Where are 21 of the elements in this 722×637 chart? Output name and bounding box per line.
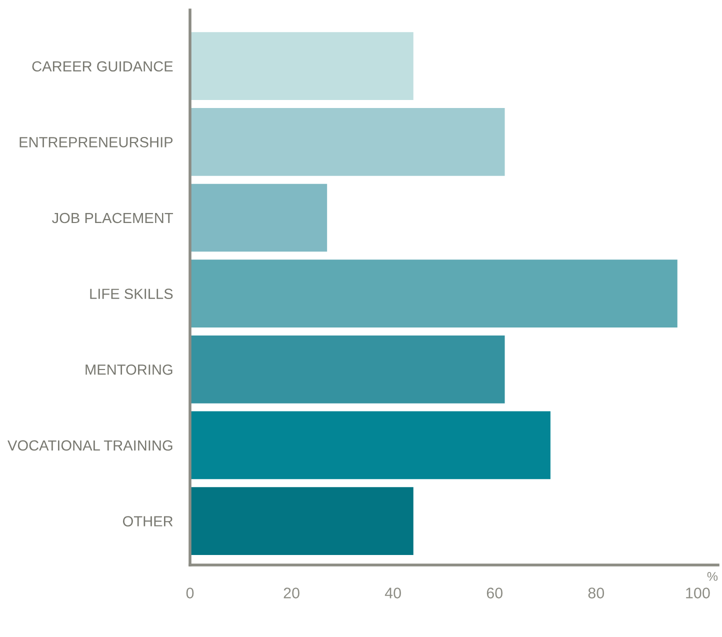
x-tick-label: 80 xyxy=(588,588,604,598)
bar xyxy=(190,32,414,100)
y-tick-label: ENTREPRENEURSHIP xyxy=(20,137,173,148)
y-tick-label: VOCATIONAL TRAINING xyxy=(8,440,172,451)
bar xyxy=(190,335,505,404)
x-axis-title: % xyxy=(707,572,718,581)
y-tick-label: LIFE SKILLS xyxy=(90,288,173,299)
x-tick-label: 60 xyxy=(486,588,503,598)
x-tick-label: 20 xyxy=(284,588,300,598)
x-tick-label: 100 xyxy=(686,588,710,598)
x-tick-label: 40 xyxy=(384,588,401,598)
y-tick-label: MENTORING xyxy=(86,364,172,375)
y-tick-label: OTHER xyxy=(122,516,173,526)
y-tick-label: CAREER GUIDANCE xyxy=(32,61,173,72)
bar xyxy=(190,487,414,555)
bar xyxy=(190,260,678,328)
x-tick-label: 0 xyxy=(186,588,194,598)
bar xyxy=(190,108,505,176)
bar xyxy=(190,411,550,480)
y-tick-label: JOB PLACEMENT xyxy=(52,212,173,224)
bar xyxy=(190,184,328,252)
